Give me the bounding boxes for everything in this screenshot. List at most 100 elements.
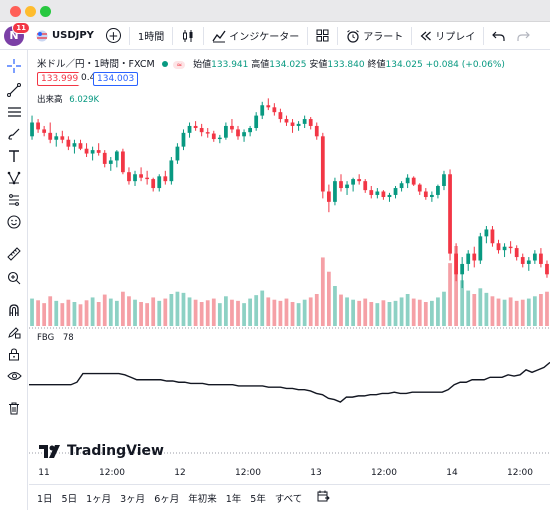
hide-drawings-tool[interactable] [4,366,24,386]
price-chart[interactable] [29,50,550,468]
range-1y-button[interactable]: 1年 [225,493,242,505]
range-1d-button[interactable]: 1日 [37,493,53,505]
volume-bar [375,303,380,326]
candle-body [302,119,307,124]
crosshair-tool[interactable] [4,56,24,76]
volume-bar [169,294,174,326]
volume-value: 6.029K [69,95,100,105]
add-symbol-icon: + [105,28,121,43]
volume-bar [193,299,198,326]
candle-body [539,253,543,264]
alarm-clock-icon [347,29,360,43]
top-toolbar: N 11 USDJPY + 1時間 インジケーター アラート リプレイ [0,21,550,50]
pattern-tool[interactable] [4,168,24,188]
volume-bar [399,297,404,326]
candle-body [460,263,465,275]
forecast-tool[interactable] [4,190,24,210]
range-6m-button[interactable]: 6ヶ月 [154,493,180,505]
volume-bar [181,292,186,326]
measure-tool[interactable] [4,244,24,264]
volume-bar [345,297,349,326]
fbg-value: 78 [62,333,74,343]
sell-price-button[interactable]: 133.999 [37,72,83,86]
time-tick: 14 [446,468,458,478]
trend-line-tool[interactable] [4,80,24,100]
toolbar-separator [128,26,130,45]
stay-in-drawing-tool[interactable] [4,322,24,342]
candle-body [169,160,174,182]
range-5y-button[interactable]: 5年 [250,493,266,505]
fbg-label: FBG [37,333,55,343]
volume-bar [302,299,307,326]
ruler-icon [7,247,21,261]
range-all-button[interactable]: すべて [274,493,303,505]
compare-symbol-button[interactable]: + [100,22,127,50]
close-window-button[interactable] [10,6,21,17]
time-axis[interactable]: 11 12:00 12 12:00 13 12:00 14 12:00 [29,468,550,482]
minimize-window-button[interactable] [25,6,36,17]
market-state-icon: ≈ [173,61,186,69]
fbg-line [29,361,550,403]
candle-body [254,115,259,129]
candle-body [429,194,434,198]
candle-body [520,257,525,264]
interval-button[interactable]: 1時間 [132,22,170,50]
candle-body [260,105,265,116]
volume-bar [357,300,362,326]
low-label: 安値 [309,60,328,70]
candle-body [54,136,59,140]
candle-body [224,125,228,138]
chart-area[interactable]: 米ドル／円・1時間・FXCM ≈ 始値133.941 高値134.025 安値1… [29,50,550,480]
emoji-tool[interactable] [4,212,24,232]
range-5d-button[interactable]: 5日 [61,493,78,505]
lock-drawings-tool[interactable] [4,344,24,364]
calendar-goto-icon [317,490,331,502]
chart-type-button[interactable] [175,22,201,50]
fbg-legend: FBG 78 [37,333,74,343]
candle-body [60,136,65,140]
range-3m-button[interactable]: 3ヶ月 [120,493,146,505]
indicators-button[interactable]: インジケーター [206,22,305,50]
usd-flag-icon [36,30,48,41]
brush-tool[interactable] [4,124,24,144]
date-range-button[interactable] [317,490,331,505]
volume-bar [78,304,83,326]
volume-bar [84,300,89,326]
magnet-tool[interactable] [4,300,24,320]
volume-bar [387,302,392,326]
redo-button[interactable] [511,22,536,50]
alert-button[interactable]: アラート [340,22,409,50]
candle-body [351,179,355,185]
symbol-search-button[interactable]: USDJPY [24,22,100,50]
range-1m-button[interactable]: 1ヶ月 [86,493,112,505]
maximize-window-button[interactable] [40,6,51,17]
range-ytd-button[interactable]: 年初来 [188,493,217,505]
trend-line-icon [7,83,21,97]
drawing-toolbar [0,50,28,510]
user-avatar[interactable]: N 11 [4,21,30,46]
trash-icon [9,402,19,415]
candle-body [436,185,440,195]
volume-bar [90,297,95,326]
zoom-tool[interactable] [4,268,24,288]
volume-bar [266,297,271,326]
time-tick: 12:00 [235,468,261,478]
volume-bar [96,302,101,326]
tradingview-logo[interactable]: TradingView [39,443,164,459]
buy-price-button[interactable]: 134.003 [93,72,139,86]
volume-bar [66,299,71,326]
replay-button[interactable]: リプレイ [414,22,481,50]
horizontal-lines-icon [7,107,21,117]
layout-button[interactable] [310,22,335,50]
volume-bar [48,296,53,326]
volume-bar [314,294,319,326]
text-tool[interactable] [4,146,24,166]
undo-button[interactable] [486,22,511,50]
candle-body [296,123,301,126]
volume-bar [157,300,162,326]
volume-bar [532,296,537,326]
horizontal-lines-tool[interactable] [4,102,24,122]
remove-drawings-tool[interactable] [4,398,24,418]
candle-body [36,122,40,130]
volume-bar [248,298,252,326]
